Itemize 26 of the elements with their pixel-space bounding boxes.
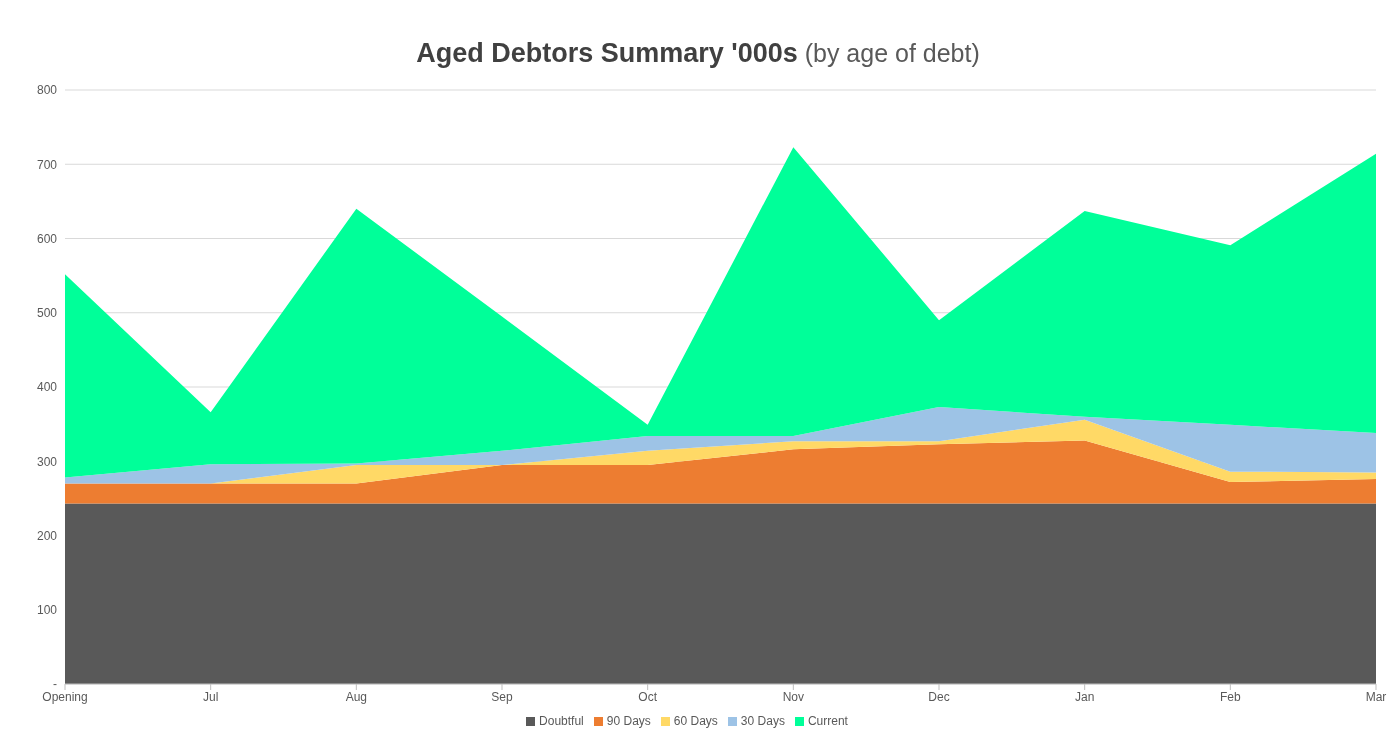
y-tick-label: 500 xyxy=(36,306,58,321)
chart-subtitle: (by age of debt) xyxy=(804,39,980,67)
x-tick-label: Aug xyxy=(345,689,368,704)
x-tick-label: Mar xyxy=(1365,689,1387,704)
x-tick-label: Sep xyxy=(491,689,513,704)
legend-label: 90 Days xyxy=(606,714,651,728)
chart-title: Aged Debtors Summary '000s xyxy=(416,38,798,68)
y-tick-label: 200 xyxy=(36,528,58,543)
x-tick-label: Oct xyxy=(638,689,658,704)
x-tick-label: Dec xyxy=(928,689,950,704)
x-tick-label: Jan xyxy=(1074,689,1095,704)
x-tick-label: Opening xyxy=(42,689,88,704)
y-tick-label: 300 xyxy=(36,454,58,469)
legend-label: Doubtful xyxy=(539,714,584,728)
y-tick-label: - xyxy=(53,677,57,692)
y-tick-label: 800 xyxy=(36,83,58,98)
y-tick-label: 100 xyxy=(36,603,58,618)
legend-label: Current xyxy=(807,714,848,728)
y-tick-label: 700 xyxy=(36,157,58,172)
x-tick-label: Feb xyxy=(1219,689,1241,704)
x-tick-label: Nov xyxy=(782,689,805,704)
y-tick-label: 600 xyxy=(36,231,58,246)
legend-label: 60 Days xyxy=(673,714,718,728)
legend-label: 30 Days xyxy=(740,714,785,728)
y-tick-label: 400 xyxy=(36,380,58,395)
x-tick-label: Jul xyxy=(202,689,219,704)
